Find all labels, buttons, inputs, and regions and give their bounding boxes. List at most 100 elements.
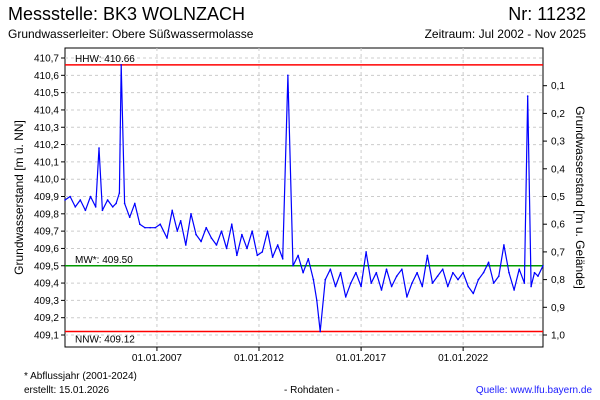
data-point (149, 226, 151, 229)
data-point (401, 268, 403, 271)
y-right-tick-label: 0,1 (551, 81, 565, 92)
data-point (171, 209, 173, 212)
data-point (390, 285, 393, 288)
data-point (334, 285, 337, 288)
data-point (123, 202, 126, 205)
data-point (385, 268, 388, 271)
data-point (179, 219, 182, 222)
data-point (210, 237, 213, 239)
data-point (452, 271, 454, 274)
station-title: Messstelle: BK3 WOLNZACH (8, 4, 246, 24)
data-point (530, 285, 532, 288)
data-point (69, 195, 71, 198)
y-right-tick-label: 0,8 (551, 275, 565, 286)
y-tick-label: 410,2 (34, 140, 59, 151)
data-point (319, 330, 322, 333)
data-point (287, 74, 289, 77)
mw-label: MW*: 409.50 (75, 255, 133, 266)
data-point (215, 244, 218, 246)
y-axis-title: Grundwasserstand [m ü. NN] (12, 120, 26, 275)
data-point (200, 240, 202, 243)
data-point (98, 147, 100, 149)
data-point (316, 299, 318, 302)
hhw-label: HHW: 410.66 (75, 54, 135, 65)
y-right-tick-label: 1,0 (551, 331, 565, 342)
data-point (271, 256, 274, 258)
data-point (365, 251, 367, 253)
data-point (166, 237, 168, 239)
data-point (302, 271, 304, 274)
data-point (344, 296, 347, 298)
data-point (256, 254, 259, 257)
data-point (144, 226, 146, 229)
data-point (441, 268, 444, 271)
data-point (190, 213, 192, 215)
data-point (518, 268, 521, 271)
y-tick-label: 409,2 (34, 313, 59, 324)
y-tick-label: 409,5 (34, 261, 59, 272)
y-tick-label: 410,6 (34, 71, 59, 82)
data-point (370, 282, 373, 284)
y-tick-label: 410,4 (34, 105, 59, 116)
data-point (487, 261, 490, 264)
footnote: * Abflussjahr (2001-2024) (24, 371, 137, 382)
data-point (101, 209, 104, 212)
y-right-tick-label: 0,5 (551, 192, 565, 203)
data-point (281, 258, 284, 260)
data-point (312, 278, 315, 281)
data-point (513, 289, 515, 291)
data-point (292, 264, 294, 267)
data-point (241, 233, 243, 236)
data-point (94, 206, 97, 208)
data-point (467, 285, 469, 288)
y-tick-label: 410,3 (34, 123, 59, 134)
data-point (526, 95, 529, 97)
data-point (236, 254, 238, 257)
data-point (477, 278, 480, 281)
data-point (492, 282, 495, 284)
data-point (74, 206, 77, 208)
data-point (457, 278, 459, 281)
data-point (195, 233, 197, 236)
data-point (176, 230, 179, 232)
source-link[interactable]: Quelle: www.lfu.bayern.de (475, 385, 592, 396)
data-point (523, 282, 526, 284)
data-point (134, 202, 136, 205)
x-tick-label: 01.01.2022 (438, 353, 488, 364)
data-point (339, 271, 342, 274)
y-tick-label: 409,8 (34, 209, 59, 220)
data-point (421, 285, 424, 288)
data-point (115, 202, 117, 205)
data-point (106, 199, 109, 201)
data-point (225, 247, 228, 250)
y-tick-label: 410,5 (34, 88, 59, 99)
y-tick-label: 409,3 (34, 296, 59, 307)
station-number: Nr: 11232 (508, 4, 586, 24)
data-point (251, 230, 253, 232)
data-point (118, 192, 121, 194)
data-point (482, 271, 485, 274)
y-tick-label: 409,9 (34, 192, 59, 203)
data-point (426, 254, 429, 257)
y-tick-label: 409,7 (34, 227, 59, 238)
data-point (154, 226, 157, 229)
y-tick-label: 409,4 (34, 279, 59, 290)
data-point (406, 296, 408, 298)
y-right-tick-label: 0,6 (551, 220, 565, 231)
y-right-tick-label: 0,7 (551, 247, 565, 258)
y-right-tick-label: 0,3 (551, 137, 565, 148)
data-point (375, 271, 378, 274)
data-point (411, 282, 413, 284)
y-tick-label: 410,7 (34, 54, 59, 65)
data-point (350, 282, 352, 284)
data-point (416, 271, 418, 274)
x-tick-label: 01.01.2012 (234, 353, 284, 364)
aquifer-label: Grundwasserleiter: Obere Süßwassermolass… (8, 27, 254, 41)
plot-area (64, 47, 544, 348)
data-point (266, 230, 269, 232)
data-point (230, 223, 233, 225)
data-point (128, 216, 131, 219)
data-point (111, 206, 114, 208)
data-point (431, 282, 434, 284)
